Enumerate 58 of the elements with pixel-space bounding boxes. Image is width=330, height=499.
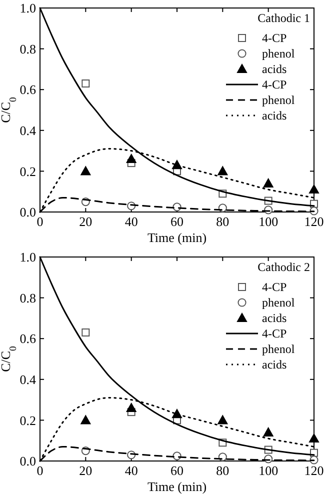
x-tick-label: 0	[36, 463, 44, 478]
legend-label: acids	[262, 311, 287, 326]
legend-title: Cathodic 1	[258, 11, 310, 25]
point	[126, 154, 136, 163]
x-tick-label: 40	[124, 463, 138, 478]
point	[82, 79, 90, 88]
point	[309, 184, 319, 194]
y-tick-label: 1.0	[20, 0, 36, 16]
legend-label: 4-CP	[262, 78, 287, 92]
y-tick-label: 0.2	[20, 164, 36, 179]
legend-label: acids	[262, 358, 287, 372]
y-tick-label: 0.6	[20, 331, 36, 346]
x-tick-label: 0	[36, 214, 44, 229]
point	[172, 409, 182, 418]
x-tick-label: 20	[79, 463, 92, 478]
legend-label: 4-CP	[262, 31, 287, 46]
legend-label: 4-CP	[262, 326, 287, 341]
x-tick-label: 40	[124, 214, 138, 229]
y-tick-label: 0.6	[20, 82, 36, 98]
point	[218, 166, 228, 176]
point	[218, 415, 228, 424]
x-axis-title: Time (min)	[147, 479, 207, 494]
x-tick-label: 80	[216, 463, 230, 478]
legend-label: 4-CP	[262, 280, 287, 294]
y-tick-label: 0.8	[20, 290, 36, 306]
x-tick-label: 120	[304, 463, 324, 478]
point	[80, 166, 91, 176]
point	[218, 452, 227, 462]
x-tick-label: 60	[170, 214, 184, 229]
legend-title: Cathodic 2	[258, 260, 310, 274]
point	[82, 328, 90, 336]
legend-label: acids	[262, 62, 287, 76]
legend-label: phenol	[262, 342, 296, 356]
legend-label: phenol	[262, 93, 296, 108]
point	[263, 178, 274, 188]
x-tick-label: 100	[258, 214, 278, 229]
x-tick-label: 60	[170, 463, 184, 478]
y-tick-label: 1.0	[20, 250, 36, 265]
x-tick-label: 100	[258, 463, 278, 478]
point	[218, 204, 227, 212]
x-axis-title: Time (min)	[147, 230, 207, 245]
x-tick-label: 80	[216, 214, 230, 229]
point	[263, 427, 274, 436]
point	[172, 160, 182, 170]
legend-label: acids	[262, 108, 287, 123]
point	[309, 434, 319, 443]
x-tick-label: 120	[304, 214, 324, 229]
legend-label: phenol	[262, 296, 296, 310]
y-tick-label: 0.4	[20, 122, 36, 138]
y-tick-label: 0.0	[20, 454, 36, 469]
point	[126, 402, 136, 412]
point	[80, 415, 91, 424]
y-tick-label: 0.2	[20, 412, 36, 428]
y-tick-label: 0.8	[20, 41, 36, 56]
x-tick-label: 20	[79, 214, 92, 229]
y-tick-label: 0.4	[20, 372, 36, 387]
y-tick-label: 0.0	[20, 204, 36, 220]
legend-label: phenol	[262, 46, 296, 61]
